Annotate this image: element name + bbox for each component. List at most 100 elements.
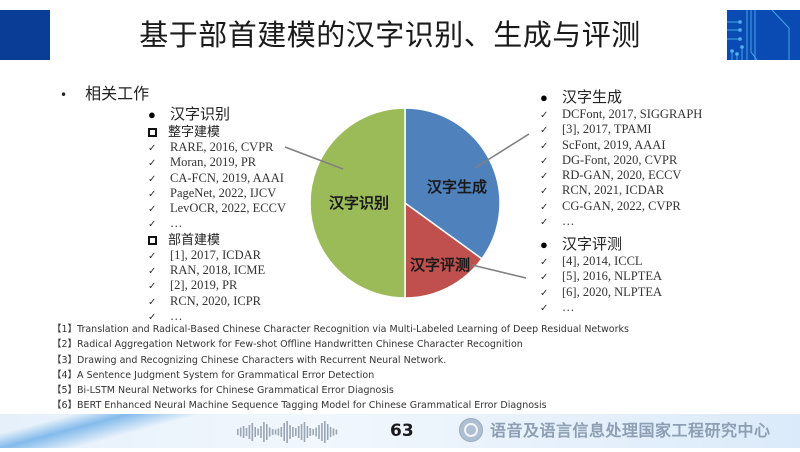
footer-bar <box>0 414 800 448</box>
check-icon: ✓ <box>148 266 157 278</box>
list-item: ✓ [3], 2017, TPAMI <box>540 122 702 137</box>
list-item: ✓ [4], 2014, ICCL <box>540 254 662 269</box>
evaluation-list: ● 汉字评测 ✓ [4], 2014, ICCL ✓ [5], 2016, NLPTE… <box>540 235 662 315</box>
list-item: ✓ [2], 2019, PR <box>148 278 286 293</box>
check-icon: ✓ <box>540 186 549 198</box>
list-item-text: PageNet, 2022, IJCV <box>170 185 277 200</box>
check-icon: ✓ <box>540 217 549 229</box>
check-icon: ✓ <box>148 219 157 231</box>
recognition-heading-label: 汉字识别 <box>170 107 231 123</box>
check-icon: ✓ <box>540 110 549 121</box>
check-icon: ✓ <box>540 171 549 183</box>
list-item: ✓ DG-Font, 2020, CVPR <box>540 153 702 168</box>
check-icon: ✓ <box>148 296 157 308</box>
sound-wave-icon <box>237 421 338 443</box>
check-icon: ✓ <box>540 257 549 268</box>
generation-list: ● 汉字生成 ✓ DCFont, 2017, SIGGRAPH ✓ [3], 2017… <box>540 88 702 229</box>
title-left-block <box>0 10 50 60</box>
list-item: ✓ CG-GAN, 2022, CVPR <box>540 199 702 214</box>
list-item: ✓ ScFont, 2019, AAAI <box>540 138 702 153</box>
pie-label-recognition: 汉字识别 <box>329 194 389 212</box>
circuit-pattern-icon <box>727 10 790 60</box>
list-item-text: RAN, 2018, ICME <box>170 263 266 278</box>
reference-item: 【4】A Sentence Judgment System for Gramma… <box>52 369 375 381</box>
list-item-text: RCN, 2020, ICPR <box>170 293 261 308</box>
check-icon: ✓ <box>540 125 549 137</box>
square-bullet-icon <box>148 235 157 245</box>
check-icon: ✓ <box>540 155 549 167</box>
pie-label-generation: 汉字生成 <box>427 178 487 196</box>
filled-circle-bullet-icon: ● <box>540 237 548 252</box>
list-item: ✓… <box>148 309 286 324</box>
list-item: ✓ PageNet, 2022, IJCV <box>148 186 286 201</box>
list-item: ✓ RCN, 2021, ICDAR <box>540 183 702 198</box>
footer-decoration <box>0 414 240 448</box>
slide-title: 基于部首建模的汉字识别、生成与评测 <box>139 18 641 52</box>
evaluation-heading: ● 汉字评测 <box>540 235 662 254</box>
list-item-text: [5], 2016, NLPTEA <box>562 269 662 284</box>
section-heading: • 相关工作 <box>60 80 149 104</box>
list-item: ✓ DCFont, 2017, SIGGRAPH <box>540 107 702 122</box>
list-item: ✓… <box>148 216 286 231</box>
group-heading: 整字建模 <box>148 124 286 140</box>
list-item-text: … <box>562 299 575 314</box>
generation-heading: ● 汉字生成 <box>540 88 702 107</box>
pie-slice-evaluation <box>404 201 483 299</box>
section-heading-label: 相关工作 <box>85 84 150 103</box>
pie-slice-generation <box>404 107 501 260</box>
check-icon: ✓ <box>540 272 549 284</box>
list-item-text: ScFont, 2019, AAAI <box>562 137 666 152</box>
list-item-text: RARE, 2016, CVPR <box>170 140 274 154</box>
list-item-text: [4], 2014, ICCL <box>562 254 643 268</box>
recognition-list: ● 汉字识别 整字建模 ✓ RARE, 2016, CVPR ✓ Moran, 201… <box>148 105 286 324</box>
organization-logo-icon <box>459 418 483 442</box>
check-icon: ✓ <box>148 311 157 323</box>
check-icon: ✓ <box>148 173 157 185</box>
list-item-text: DG-Font, 2020, CVPR <box>562 152 678 167</box>
reference-item: 【1】Translation and Radical-Based Chinese… <box>52 324 629 335</box>
list-item-text: CG-GAN, 2022, CVPR <box>562 198 681 213</box>
filled-circle-bullet-icon: ● <box>148 107 156 122</box>
list-item: ✓ RARE, 2016, CVPR <box>148 140 286 155</box>
reference-item: 【5】Bi-LSTM Neural Networks for Chinese G… <box>52 385 394 397</box>
list-item-text: LevOCR, 2022, ECCV <box>170 201 286 216</box>
check-icon: ✓ <box>148 204 157 216</box>
group-heading: 部首建模 <box>148 232 286 248</box>
list-item: ✓ RCN, 2020, ICPR <box>148 294 286 309</box>
check-icon: ✓ <box>148 143 157 154</box>
filled-circle-bullet-icon: ● <box>540 90 548 105</box>
list-item-text: [6], 2020, NLPTEA <box>562 284 662 299</box>
page-number: 63 <box>390 421 414 441</box>
list-item-text: … <box>562 214 575 229</box>
list-item: ✓ Moran, 2019, PR <box>148 155 286 170</box>
list-item: ✓ LevOCR, 2022, ECCV <box>148 201 286 216</box>
square-bullet-icon <box>148 128 157 137</box>
generation-heading-label: 汉字生成 <box>562 90 623 106</box>
group-label: 整字建模 <box>168 124 221 139</box>
list-item: ✓ [5], 2016, NLPTEA <box>540 269 662 284</box>
list-item-text: RCN, 2021, ICDAR <box>562 183 665 198</box>
list-item-text: [3], 2017, TPAMI <box>562 122 652 137</box>
list-item-text: [1], 2017, ICDAR <box>170 247 261 262</box>
list-item-text: [2], 2019, PR <box>170 278 238 293</box>
list-item: ✓… <box>540 214 702 229</box>
check-icon: ✓ <box>148 281 157 293</box>
evaluation-heading-label: 汉字评测 <box>562 237 623 253</box>
leader-line-evaluation <box>471 264 527 279</box>
organization-name: 语音及语言信息处理国家工程研究中心 <box>490 421 771 440</box>
list-item: ✓… <box>540 300 662 315</box>
list-item: ✓ RD-GAN, 2020, ECCV <box>540 168 702 183</box>
list-item-text: DCFont, 2017, SIGGRAPH <box>562 107 703 121</box>
list-item-text: … <box>170 308 183 323</box>
group-label: 部首建模 <box>168 231 221 247</box>
check-icon: ✓ <box>540 140 549 152</box>
list-item-text: Moran, 2019, PR <box>170 155 257 170</box>
pie-slice-recognition <box>309 107 406 299</box>
check-icon: ✓ <box>540 302 549 314</box>
list-item: ✓ [1], 2017, ICDAR <box>148 248 286 263</box>
references-list: 【1】Translation and Radical-Based Chinese… <box>52 322 792 414</box>
list-item-text: CA-FCN, 2019, AAAI <box>170 170 284 185</box>
check-icon: ✓ <box>540 287 549 299</box>
